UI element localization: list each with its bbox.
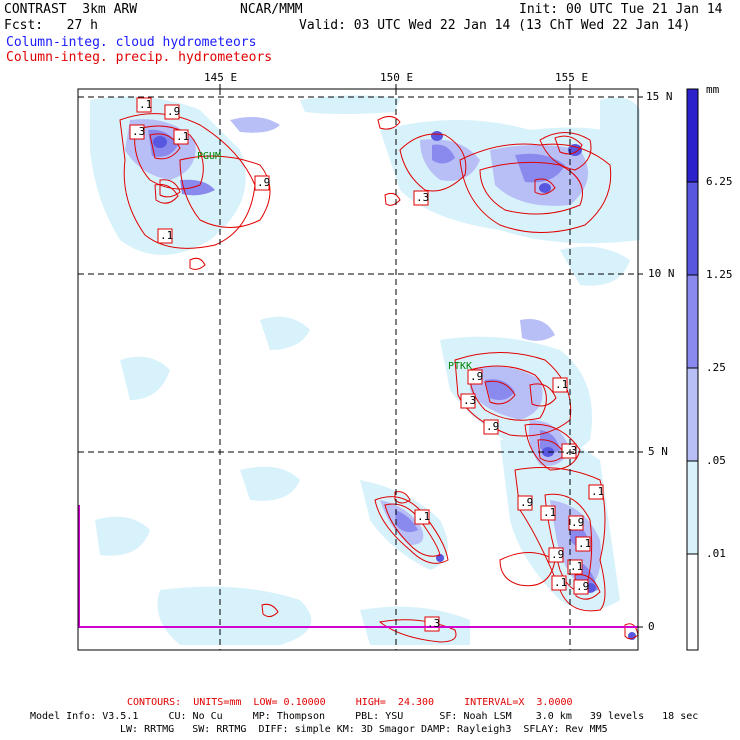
contour-label: .9	[167, 105, 181, 118]
init-time: Init: 00 UTC Tue 21 Jan 14	[519, 2, 723, 17]
colorbar-swatch-1	[686, 88, 699, 183]
lat-label-15: 15 N	[646, 90, 673, 103]
contour-label: .3	[132, 125, 146, 138]
contour-label-boxes	[129, 97, 604, 632]
colorbar-level: .01	[706, 547, 726, 560]
colorbar	[686, 88, 699, 651]
contour-label: .9	[576, 580, 590, 593]
field-precip-label: Column-integ. precip. hydrometeors	[6, 50, 273, 65]
contour-label: .3	[427, 617, 441, 630]
colorbar-swatch-5	[686, 460, 699, 555]
contour-label: .1	[554, 576, 568, 589]
contour-label: .9	[257, 176, 271, 189]
valid-time: Valid: 03 UTC Wed 22 Jan 14 (13 ChT Wed …	[299, 18, 691, 33]
lon-label-155: 155 E	[555, 71, 589, 84]
contour-label: .1	[417, 510, 431, 523]
colorbar-level: 1.25	[706, 268, 733, 281]
model-title: CONTRAST 3km ARW	[4, 2, 138, 17]
contour-label: .9	[486, 420, 500, 433]
contour-label: .1	[139, 98, 153, 111]
equator-line	[78, 505, 638, 628]
contour-label: .9	[551, 548, 565, 561]
station-ptkk: PTKK	[448, 361, 473, 372]
field-cloud-label: Column-integ. cloud hydrometeors	[6, 35, 257, 50]
station-pgum: PGUM	[197, 151, 222, 162]
contour-label: .1	[570, 560, 584, 573]
colorbar-level: 6.25	[706, 175, 733, 188]
lat-label-10: 10 N	[648, 267, 675, 280]
colorbar-swatch-6	[686, 553, 699, 651]
forecast-hour: Fcst: 27 h	[4, 18, 98, 33]
contour-label: .9	[520, 496, 534, 509]
model-info-line1: Model Info: V3.5.1 CU: No Cu MP: Thompso…	[30, 711, 699, 722]
colorbar-level: .05	[706, 454, 726, 467]
model-info-line2: LW: RRTMG SW: RRTMG DIFF: simple KM: 3D …	[120, 724, 608, 735]
colorbar-swatch-2	[686, 181, 699, 276]
axis-ticks	[219, 84, 643, 628]
contour-label: .3	[416, 191, 430, 204]
contour-label: .1	[591, 485, 605, 498]
contour-label: .9	[470, 370, 484, 383]
lat-label-0: 0	[648, 620, 655, 633]
contour-label: .1	[555, 378, 569, 391]
lon-label-150: 150 E	[380, 71, 414, 84]
contour-label: .3	[564, 444, 578, 457]
contour-label: .1	[578, 537, 592, 550]
colorbar-swatch-4	[686, 367, 699, 462]
contour-label: .9	[571, 516, 585, 529]
map-frame	[77, 88, 639, 651]
contour-label: .3	[463, 394, 477, 407]
colorbar-swatch-3	[686, 274, 699, 369]
contour-label: .1	[160, 229, 174, 242]
colorbar-level: .25	[706, 361, 726, 374]
contours-info: CONTOURS: UNITS=mm LOW= 0.10000 HIGH= 24…	[127, 697, 573, 708]
center-title: NCAR/MMM	[240, 2, 303, 17]
contour-label: .1	[176, 130, 190, 143]
lon-label-145: 145 E	[204, 71, 238, 84]
lat-label-5: 5 N	[648, 445, 668, 458]
colorbar-unit: mm	[706, 83, 720, 96]
contour-label: .1	[543, 506, 557, 519]
